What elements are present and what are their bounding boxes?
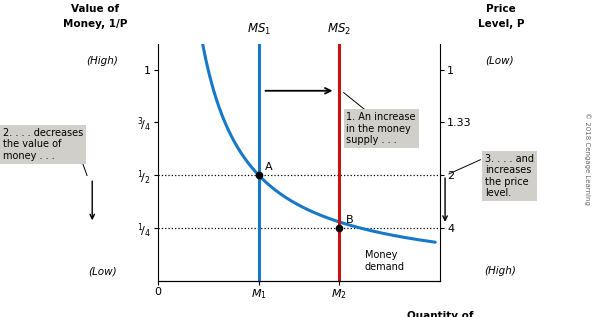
Text: 1. An increase
in the money
supply . . .: 1. An increase in the money supply . . . [346, 112, 416, 145]
Text: Value of: Value of [71, 4, 120, 14]
Text: (High): (High) [484, 266, 516, 276]
Text: $MS_1$: $MS_1$ [246, 22, 271, 37]
Text: B: B [346, 215, 353, 225]
Text: Money, 1/P: Money, 1/P [63, 19, 128, 29]
Text: $MS_2$: $MS_2$ [327, 22, 352, 37]
Text: 3. . . . and
increases
the price
level.: 3. . . . and increases the price level. [485, 153, 534, 198]
Text: (High): (High) [87, 56, 118, 66]
Text: Level, P: Level, P [478, 19, 524, 29]
Text: Quantity of: Quantity of [407, 311, 474, 317]
Text: (Low): (Low) [88, 266, 117, 276]
Text: Price: Price [486, 4, 516, 14]
Text: © 2018 Cengage Learning: © 2018 Cengage Learning [584, 112, 591, 205]
Text: Money
demand: Money demand [365, 250, 405, 272]
Text: A: A [265, 162, 273, 172]
Text: 2. . . . decreases
the value of
money . . .: 2. . . . decreases the value of money . … [3, 128, 83, 161]
Text: (Low): (Low) [486, 56, 514, 66]
